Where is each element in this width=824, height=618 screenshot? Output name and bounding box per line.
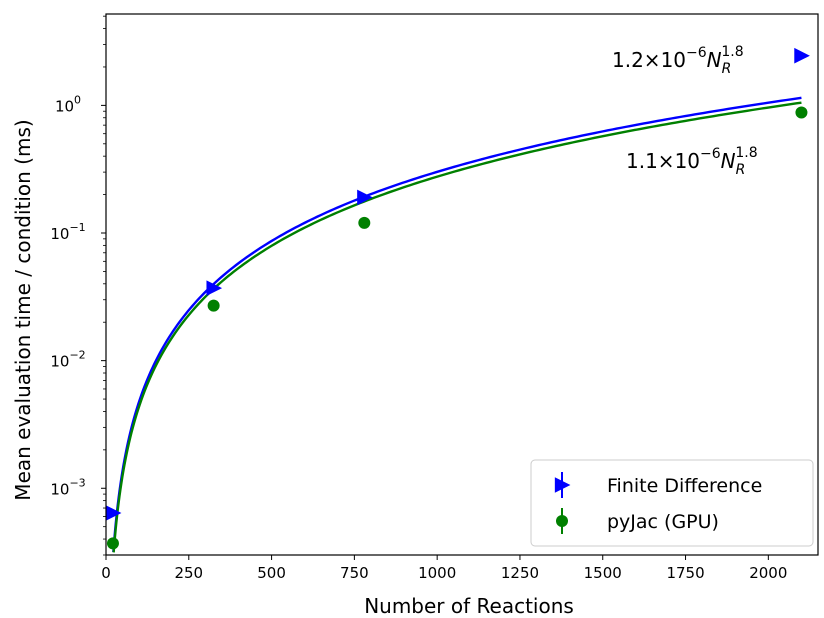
data-point xyxy=(358,216,371,229)
y-tick-base: 10 xyxy=(55,97,74,115)
x-tick-label: 1500 xyxy=(584,564,622,582)
y-tick-exponent: 0 xyxy=(74,93,81,106)
fit-coef-exponent: −6 xyxy=(686,45,707,61)
data-point xyxy=(207,299,220,312)
legend-box xyxy=(530,459,814,547)
data-point xyxy=(206,280,223,296)
legend-marker xyxy=(554,477,571,493)
legend-marker xyxy=(556,515,568,527)
fit-annotation: 1.2×10−6NR1.8 xyxy=(612,44,744,77)
y-tick-exponent: −2 xyxy=(69,349,85,362)
y-tick-base: 10 xyxy=(50,480,69,498)
fit-curve xyxy=(112,101,802,553)
fit-subscript: R xyxy=(722,61,732,77)
fit-coef-exponent: −6 xyxy=(700,146,721,162)
x-tick-label: 1250 xyxy=(501,564,539,582)
data-point xyxy=(794,47,810,64)
fit-annotations: 1.2×10−6NR1.81.1×10−6NR1.8 xyxy=(612,44,758,178)
y-tick-label: 10−2 xyxy=(50,349,85,371)
x-axis: 0 250 500 750 1000 1250 1500 1750 2000 xyxy=(101,555,787,582)
data-points xyxy=(105,47,810,550)
x-tick-label: 1000 xyxy=(418,564,456,582)
y-tick-exponent: −3 xyxy=(69,476,85,489)
x-tick-label: 1750 xyxy=(666,564,704,582)
x-axis-label: Number of Reactions xyxy=(364,594,574,618)
data-point xyxy=(357,189,373,206)
y-tick-base: 10 xyxy=(50,225,69,243)
legend-label: Finite Difference xyxy=(607,475,762,497)
fit-power: 1.8 xyxy=(735,145,757,161)
plot-frame xyxy=(105,13,819,556)
y-axis-label: Mean evaluation time / condition (ms) xyxy=(11,119,35,500)
x-tick-label: 2000 xyxy=(749,564,787,582)
x-tick-label: 250 xyxy=(174,564,203,582)
y-tick-label: 10−3 xyxy=(50,476,85,498)
fit-variable: N xyxy=(707,48,722,72)
fit-subscript: R xyxy=(736,162,746,178)
fit-variable: N xyxy=(721,149,736,173)
fit-annotation: 1.1×10−6NR1.8 xyxy=(626,145,758,178)
y-tick-label: 100 xyxy=(55,93,81,115)
y-tick-label: 10−1 xyxy=(50,221,85,243)
y-tick-exponent: −1 xyxy=(69,221,85,234)
x-tick-label: 0 xyxy=(101,564,111,582)
x-tick-label: 500 xyxy=(257,564,286,582)
x-tick-label: 750 xyxy=(340,564,369,582)
fit-curves xyxy=(112,96,802,553)
fit-curve xyxy=(112,96,802,553)
legend: Finite Difference pyJac (GPU) xyxy=(530,459,814,547)
data-point xyxy=(795,106,808,119)
fit-coef: 1.1×10 xyxy=(626,149,700,173)
data-point xyxy=(105,505,122,521)
fit-coef: 1.2×10 xyxy=(612,48,686,72)
legend-label: pyJac (GPU) xyxy=(607,511,719,533)
data-point xyxy=(106,537,119,550)
fit-power: 1.8 xyxy=(721,44,743,60)
y-tick-base: 10 xyxy=(50,353,69,371)
